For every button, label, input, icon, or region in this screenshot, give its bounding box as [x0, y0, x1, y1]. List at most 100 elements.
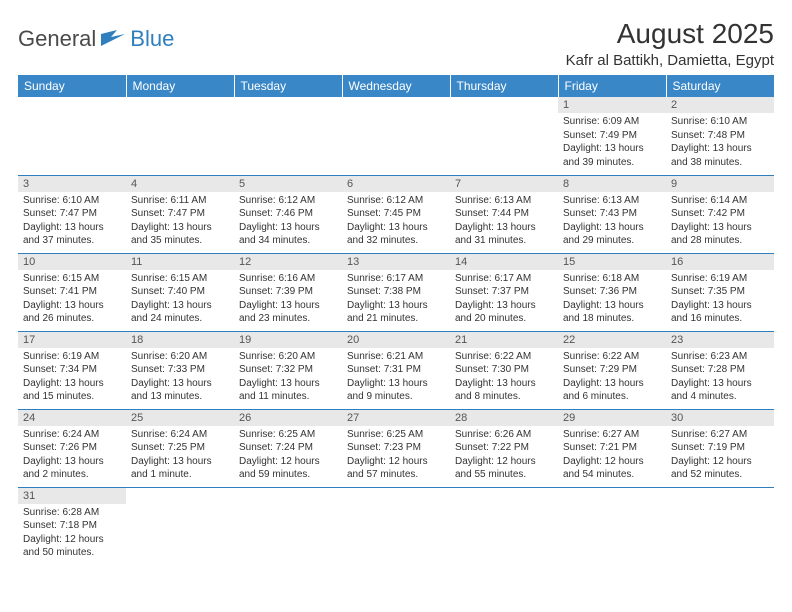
sunset-text: Sunset: 7:41 PM [23, 285, 121, 299]
daylight-text: Daylight: 12 hours and 52 minutes. [671, 455, 769, 482]
day-info: Sunrise: 6:18 AMSunset: 7:36 PMDaylight:… [558, 270, 666, 329]
day-number: 13 [342, 254, 450, 270]
sunset-text: Sunset: 7:46 PM [239, 207, 337, 221]
day-info: Sunrise: 6:21 AMSunset: 7:31 PMDaylight:… [342, 348, 450, 407]
header: General Blue August 2025 Kafr al Battikh… [18, 18, 774, 69]
day-number: 28 [450, 410, 558, 426]
sunset-text: Sunset: 7:18 PM [23, 519, 121, 533]
calendar-header: SundayMondayTuesdayWednesdayThursdayFrid… [18, 75, 774, 97]
weekday-header: Tuesday [234, 75, 342, 97]
calendar-cell: 28Sunrise: 6:26 AMSunset: 7:22 PMDayligh… [450, 409, 558, 487]
daylight-text: Daylight: 13 hours and 28 minutes. [671, 221, 769, 248]
calendar-cell: 6Sunrise: 6:12 AMSunset: 7:45 PMDaylight… [342, 175, 450, 253]
day-number: 23 [666, 332, 774, 348]
sunset-text: Sunset: 7:26 PM [23, 441, 121, 455]
day-number: 8 [558, 176, 666, 192]
daylight-text: Daylight: 13 hours and 6 minutes. [563, 377, 661, 404]
sunset-text: Sunset: 7:36 PM [563, 285, 661, 299]
day-number: 9 [666, 176, 774, 192]
weekday-header: Monday [126, 75, 234, 97]
calendar-cell: 21Sunrise: 6:22 AMSunset: 7:30 PMDayligh… [450, 331, 558, 409]
calendar-cell: 31Sunrise: 6:28 AMSunset: 7:18 PMDayligh… [18, 487, 126, 565]
day-info: Sunrise: 6:13 AMSunset: 7:43 PMDaylight:… [558, 192, 666, 251]
calendar-cell [342, 97, 450, 175]
sunset-text: Sunset: 7:39 PM [239, 285, 337, 299]
sunrise-text: Sunrise: 6:27 AM [563, 428, 661, 442]
day-info: Sunrise: 6:10 AMSunset: 7:48 PMDaylight:… [666, 113, 774, 172]
calendar-body: 1Sunrise: 6:09 AMSunset: 7:49 PMDaylight… [18, 97, 774, 565]
sunrise-text: Sunrise: 6:12 AM [239, 194, 337, 208]
day-number: 15 [558, 254, 666, 270]
day-number: 10 [18, 254, 126, 270]
sunrise-text: Sunrise: 6:26 AM [455, 428, 553, 442]
month-title: August 2025 [566, 18, 774, 50]
daylight-text: Daylight: 12 hours and 57 minutes. [347, 455, 445, 482]
calendar-cell: 14Sunrise: 6:17 AMSunset: 7:37 PMDayligh… [450, 253, 558, 331]
day-number: 16 [666, 254, 774, 270]
day-number: 21 [450, 332, 558, 348]
sunset-text: Sunset: 7:43 PM [563, 207, 661, 221]
day-info: Sunrise: 6:24 AMSunset: 7:25 PMDaylight:… [126, 426, 234, 485]
sunrise-text: Sunrise: 6:11 AM [131, 194, 229, 208]
calendar-cell: 3Sunrise: 6:10 AMSunset: 7:47 PMDaylight… [18, 175, 126, 253]
day-number: 4 [126, 176, 234, 192]
day-info: Sunrise: 6:12 AMSunset: 7:46 PMDaylight:… [234, 192, 342, 251]
day-info: Sunrise: 6:13 AMSunset: 7:44 PMDaylight:… [450, 192, 558, 251]
day-info: Sunrise: 6:16 AMSunset: 7:39 PMDaylight:… [234, 270, 342, 329]
calendar-cell [126, 487, 234, 565]
day-number: 19 [234, 332, 342, 348]
daylight-text: Daylight: 13 hours and 39 minutes. [563, 142, 661, 169]
calendar-cell: 19Sunrise: 6:20 AMSunset: 7:32 PMDayligh… [234, 331, 342, 409]
sunrise-text: Sunrise: 6:15 AM [131, 272, 229, 286]
daylight-text: Daylight: 13 hours and 23 minutes. [239, 299, 337, 326]
sunrise-text: Sunrise: 6:18 AM [563, 272, 661, 286]
calendar-cell: 13Sunrise: 6:17 AMSunset: 7:38 PMDayligh… [342, 253, 450, 331]
calendar-cell: 29Sunrise: 6:27 AMSunset: 7:21 PMDayligh… [558, 409, 666, 487]
daylight-text: Daylight: 13 hours and 24 minutes. [131, 299, 229, 326]
calendar-cell [558, 487, 666, 565]
sunset-text: Sunset: 7:49 PM [563, 129, 661, 143]
daylight-text: Daylight: 13 hours and 9 minutes. [347, 377, 445, 404]
sunrise-text: Sunrise: 6:22 AM [563, 350, 661, 364]
sunrise-text: Sunrise: 6:17 AM [455, 272, 553, 286]
calendar-cell: 22Sunrise: 6:22 AMSunset: 7:29 PMDayligh… [558, 331, 666, 409]
day-info: Sunrise: 6:27 AMSunset: 7:19 PMDaylight:… [666, 426, 774, 485]
sunset-text: Sunset: 7:22 PM [455, 441, 553, 455]
daylight-text: Daylight: 13 hours and 18 minutes. [563, 299, 661, 326]
day-info: Sunrise: 6:26 AMSunset: 7:22 PMDaylight:… [450, 426, 558, 485]
calendar-row: 31Sunrise: 6:28 AMSunset: 7:18 PMDayligh… [18, 487, 774, 565]
day-info: Sunrise: 6:15 AMSunset: 7:41 PMDaylight:… [18, 270, 126, 329]
day-info: Sunrise: 6:28 AMSunset: 7:18 PMDaylight:… [18, 504, 126, 563]
calendar-cell: 2Sunrise: 6:10 AMSunset: 7:48 PMDaylight… [666, 97, 774, 175]
sunrise-text: Sunrise: 6:13 AM [563, 194, 661, 208]
calendar-cell: 8Sunrise: 6:13 AMSunset: 7:43 PMDaylight… [558, 175, 666, 253]
day-number: 25 [126, 410, 234, 426]
sunset-text: Sunset: 7:24 PM [239, 441, 337, 455]
calendar-row: 17Sunrise: 6:19 AMSunset: 7:34 PMDayligh… [18, 331, 774, 409]
calendar-cell: 18Sunrise: 6:20 AMSunset: 7:33 PMDayligh… [126, 331, 234, 409]
sunrise-text: Sunrise: 6:24 AM [131, 428, 229, 442]
calendar-row: 10Sunrise: 6:15 AMSunset: 7:41 PMDayligh… [18, 253, 774, 331]
sunrise-text: Sunrise: 6:17 AM [347, 272, 445, 286]
calendar-cell: 16Sunrise: 6:19 AMSunset: 7:35 PMDayligh… [666, 253, 774, 331]
day-info: Sunrise: 6:14 AMSunset: 7:42 PMDaylight:… [666, 192, 774, 251]
day-number: 3 [18, 176, 126, 192]
daylight-text: Daylight: 12 hours and 50 minutes. [23, 533, 121, 560]
daylight-text: Daylight: 13 hours and 21 minutes. [347, 299, 445, 326]
daylight-text: Daylight: 13 hours and 31 minutes. [455, 221, 553, 248]
day-number: 14 [450, 254, 558, 270]
day-info: Sunrise: 6:19 AMSunset: 7:35 PMDaylight:… [666, 270, 774, 329]
sunset-text: Sunset: 7:34 PM [23, 363, 121, 377]
sunrise-text: Sunrise: 6:19 AM [671, 272, 769, 286]
sunset-text: Sunset: 7:35 PM [671, 285, 769, 299]
day-info: Sunrise: 6:17 AMSunset: 7:38 PMDaylight:… [342, 270, 450, 329]
sunset-text: Sunset: 7:44 PM [455, 207, 553, 221]
day-info: Sunrise: 6:27 AMSunset: 7:21 PMDaylight:… [558, 426, 666, 485]
day-number: 22 [558, 332, 666, 348]
calendar-row: 3Sunrise: 6:10 AMSunset: 7:47 PMDaylight… [18, 175, 774, 253]
sunset-text: Sunset: 7:37 PM [455, 285, 553, 299]
sunrise-text: Sunrise: 6:25 AM [239, 428, 337, 442]
calendar-cell: 15Sunrise: 6:18 AMSunset: 7:36 PMDayligh… [558, 253, 666, 331]
calendar-cell: 1Sunrise: 6:09 AMSunset: 7:49 PMDaylight… [558, 97, 666, 175]
day-number: 29 [558, 410, 666, 426]
